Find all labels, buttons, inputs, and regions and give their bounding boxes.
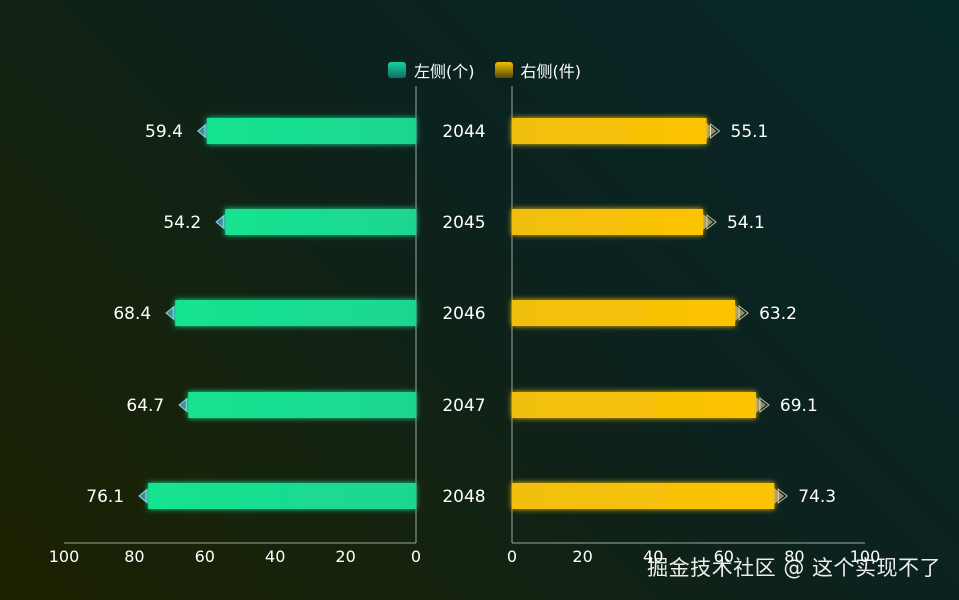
left-bar <box>225 209 416 235</box>
right-bar-tip-outline <box>777 487 789 505</box>
category-label: 2045 <box>442 213 485 233</box>
right-bar <box>512 209 703 235</box>
left-bar-value-label: 54.2 <box>163 213 201 233</box>
left-bar <box>175 300 416 326</box>
right-bar-value-label: 55.1 <box>731 122 769 142</box>
left-x-tick-label: 20 <box>335 547 355 566</box>
left-bar-value-label: 64.7 <box>126 396 164 416</box>
right-bar-value-label: 54.1 <box>727 213 765 233</box>
left-bar-value-label: 68.4 <box>113 304 151 324</box>
left-x-tick-label: 40 <box>265 547 285 566</box>
left-x-tick-label: 100 <box>49 547 80 566</box>
right-bar-tip-outline <box>710 122 721 140</box>
right-x-tick-label: 60 <box>714 547 734 566</box>
left-bar-tip-outline <box>178 397 187 413</box>
right-bar-value-label: 63.2 <box>759 304 797 324</box>
right-bar <box>512 118 707 144</box>
category-label: 2046 <box>442 304 485 324</box>
left-x-tick-label: 0 <box>411 547 421 566</box>
left-bar-tip-outline <box>197 123 206 139</box>
legend-label-right: 右侧(件) <box>520 62 582 81</box>
right-bar-tip <box>702 214 713 230</box>
legend-label-left: 左侧(个) <box>414 62 475 81</box>
left-bar-value-label: 59.4 <box>145 122 183 142</box>
left-bar <box>206 118 416 144</box>
right-bar <box>512 300 736 326</box>
right-x-tick-label: 40 <box>643 547 663 566</box>
left-bar <box>188 392 416 418</box>
legend-item-left[interactable]: 左侧(个) <box>388 58 475 82</box>
right-bar-tip-outline <box>759 396 770 414</box>
left-bar-tip-outline <box>165 305 174 321</box>
category-label: 2044 <box>442 122 485 142</box>
right-bar-tip <box>735 305 746 321</box>
left-x-tick-label: 60 <box>195 547 215 566</box>
right-bar-value-label: 69.1 <box>780 396 818 416</box>
legend[interactable]: 左侧(个) 右侧(件) <box>388 58 581 82</box>
left-bar-value-label: 76.1 <box>86 487 124 507</box>
right-bar <box>512 483 775 509</box>
left-bar-tip-outline <box>215 214 224 230</box>
right-bar-tip-outline <box>738 304 749 322</box>
category-label: 2048 <box>442 487 485 507</box>
right-bar-value-label: 74.3 <box>798 487 836 507</box>
legend-item-right[interactable]: 右侧(件) <box>494 58 582 82</box>
left-x-tick-label: 80 <box>124 547 144 566</box>
right-x-tick-label: 20 <box>572 547 592 566</box>
right-bar <box>512 392 756 418</box>
right-bar-tip <box>774 488 785 504</box>
category-label: 2047 <box>442 396 485 416</box>
watermark: 掘金技术社区 @ 这个实现不了 <box>647 556 941 580</box>
right-bar-tip-outline <box>706 213 717 231</box>
right-x-tick-label: 100 <box>850 547 881 566</box>
right-bar-tip <box>755 397 766 413</box>
legend-swatch-left <box>388 62 406 78</box>
left-bar-tip-outline <box>138 488 147 504</box>
left-bar <box>148 483 417 509</box>
right-x-tick-label: 80 <box>784 547 804 566</box>
legend-swatch-right <box>494 62 513 78</box>
right-x-tick-label: 0 <box>507 547 517 566</box>
right-bar-tip <box>706 123 717 139</box>
